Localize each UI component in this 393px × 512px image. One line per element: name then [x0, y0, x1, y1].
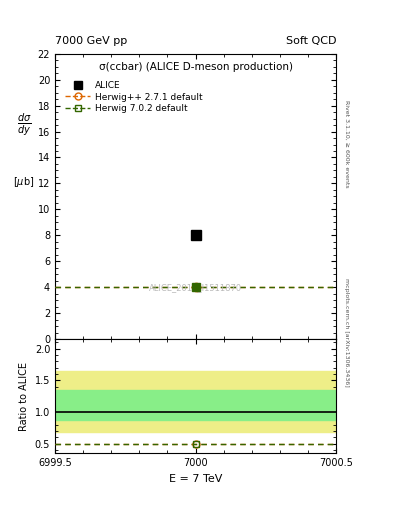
- X-axis label: E = 7 TeV: E = 7 TeV: [169, 474, 222, 483]
- Text: mcplots.cern.ch [arXiv:1306.3436]: mcplots.cern.ch [arXiv:1306.3436]: [344, 279, 349, 387]
- Text: σ(ccbar) (ALICE D-meson production): σ(ccbar) (ALICE D-meson production): [99, 62, 292, 72]
- Text: [$\mu$b]: [$\mu$b]: [13, 175, 35, 189]
- Text: 7000 GeV pp: 7000 GeV pp: [55, 36, 127, 46]
- Legend: ALICE, Herwig++ 2.7.1 default, Herwig 7.0.2 default: ALICE, Herwig++ 2.7.1 default, Herwig 7.…: [62, 78, 205, 116]
- Text: Rivet 3.1.10, ≥ 600k events: Rivet 3.1.10, ≥ 600k events: [344, 99, 349, 187]
- Bar: [55, 390, 336, 420]
- Text: Soft QCD: Soft QCD: [286, 36, 336, 46]
- Text: ALICE_2017_I1511870: ALICE_2017_I1511870: [149, 283, 242, 292]
- Text: $\frac{d\sigma}{dy}$: $\frac{d\sigma}{dy}$: [17, 112, 31, 138]
- Y-axis label: Ratio to ALICE: Ratio to ALICE: [19, 361, 29, 431]
- Bar: [55, 371, 336, 432]
